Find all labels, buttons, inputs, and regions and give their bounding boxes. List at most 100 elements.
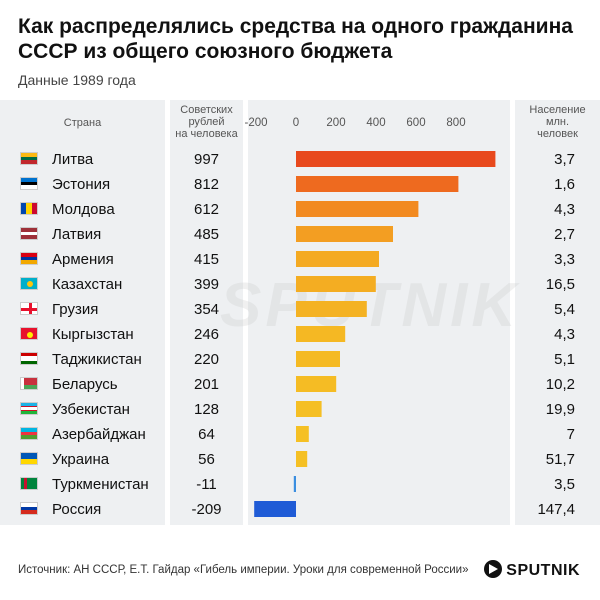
russia-flag-icon [20,502,38,515]
country-header: Страна [63,117,102,129]
country-name: Молдова [52,201,115,218]
country-name: Азербайджан [52,426,146,443]
rubles-per-person-value: 997 [193,151,220,168]
rubles-per-person-value: 399 [193,276,220,293]
bar-belarus [296,376,337,392]
bar-uzbekistan [296,401,322,417]
value-column-panel [170,100,243,525]
table-row: Казахстан 399 16,5 [0,272,600,297]
rubles-per-person-value: 485 [193,226,220,243]
rubles-per-person-value: 812 [193,176,220,193]
country-name: Беларусь [52,376,118,393]
bar-armenia [296,251,379,267]
bar-lithuania [296,151,496,167]
logo-icon [484,560,503,578]
population-value: 19,9 [545,401,575,418]
table-row: Армения 415 3,3 [0,247,600,272]
value-header-line: Советских [180,104,233,116]
population-value: 7 [566,426,575,443]
country-name: Кыргызстан [52,326,134,343]
population-value: 5,4 [554,301,575,318]
page-subtitle: Данные 1989 года [18,72,136,88]
rubles-per-person-value: -11 [196,476,217,493]
x-tick-label: 600 [406,117,425,129]
chart-panel [248,100,510,525]
turkmenistan-flag-icon [20,477,38,490]
population-value: 4,3 [554,326,575,343]
country-name: Армения [52,251,114,268]
country-name: Туркменистан [52,476,149,493]
population-value: 3,7 [554,151,575,168]
table-row: Кыргызстан 246 4,3 [0,322,600,347]
bar-georgia [296,301,367,317]
sputnik-logo: SPUTNIK [484,560,580,580]
population-header-line: человек [537,128,578,140]
table-row: Узбекистан 128 19,9 [0,397,600,422]
rubles-per-person-value: 56 [198,451,215,468]
country-name: Узбекистан [52,401,130,418]
table-row: Молдова 612 4,3 [0,197,600,222]
latvia-flag-icon [20,227,38,240]
table-row: Латвия 485 2,7 [0,222,600,247]
population-value: 5,1 [554,351,575,368]
population-value: 3,3 [554,251,575,268]
bar-ukraine [296,451,308,467]
x-tick-label: 200 [326,117,345,129]
source-note: Источник: АН СССР, Е.Т. Гайдар «Гибель и… [18,564,469,576]
country-name: Таджикистан [52,351,142,368]
table-row: Туркменистан -11 3,5 [0,472,600,497]
rubles-per-person-value: 128 [193,401,220,418]
rubles-per-person-value: 354 [193,301,220,318]
rubles-per-person-value: 415 [193,251,220,268]
x-tick-label: 800 [446,117,465,129]
population-value: 16,5 [545,276,575,293]
bar-estonia [296,176,459,192]
population-value: 10,2 [545,376,575,393]
population-column-panel [515,100,600,525]
table-row: Литва 997 3,7 [0,147,600,172]
table-row: Россия -209 147,4 [0,497,600,522]
moldova-flag-icon [20,202,38,215]
armenia-flag-icon [20,252,38,265]
ukraine-flag-icon [20,452,38,465]
population-value: 4,3 [554,201,575,218]
table-row: Грузия 354 5,4 [0,297,600,322]
population-value: 51,7 [545,451,575,468]
x-tick-label: 0 [293,117,299,129]
rubles-per-person-value: 246 [193,326,220,343]
rubles-per-person-value: 201 [193,376,220,393]
rubles-per-person-value: 220 [193,351,220,368]
bar-russia [254,501,296,517]
x-tick-label: -200 [244,117,267,129]
population-value: 2,7 [554,226,575,243]
population-value: 147,4 [537,501,575,518]
bar-latvia [296,226,393,242]
table-row: Беларусь 201 10,2 [0,372,600,397]
bar-tajikistan [296,351,340,367]
country-name: Эстония [52,176,111,193]
tajikistan-flag-icon [20,352,38,365]
bar-kazakhstan [296,276,376,292]
estonia-flag-icon [20,177,38,190]
rubles-per-person-value: 612 [193,201,220,218]
table-row: Эстония 812 1,6 [0,172,600,197]
country-name: Латвия [52,226,102,243]
rubles-per-person-value: 64 [198,426,215,443]
azerbaijan-flag-icon [20,427,38,440]
logo-text: SPUTNIK [506,562,580,579]
population-value: 3,5 [554,476,575,493]
table-row: Азербайджан 64 7 [0,422,600,447]
belarus-flag-icon [20,377,38,390]
kazakhstan-flag-icon [20,277,38,290]
population-header-line: Население [529,104,586,116]
bar-turkmenistan [293,476,296,492]
population-header-line: млн. [545,116,570,128]
table-row: Таджикистан 220 5,1 [0,347,600,372]
bar-kyrgyzstan [296,326,346,342]
bar-moldova [296,201,419,217]
kyrgyzstan-flag-icon [20,327,38,340]
georgia-flag-icon [20,302,38,315]
uzbekistan-flag-icon [20,402,38,415]
value-header-line: рублей [188,116,225,128]
value-header: Советских рублей на человека [170,104,243,140]
